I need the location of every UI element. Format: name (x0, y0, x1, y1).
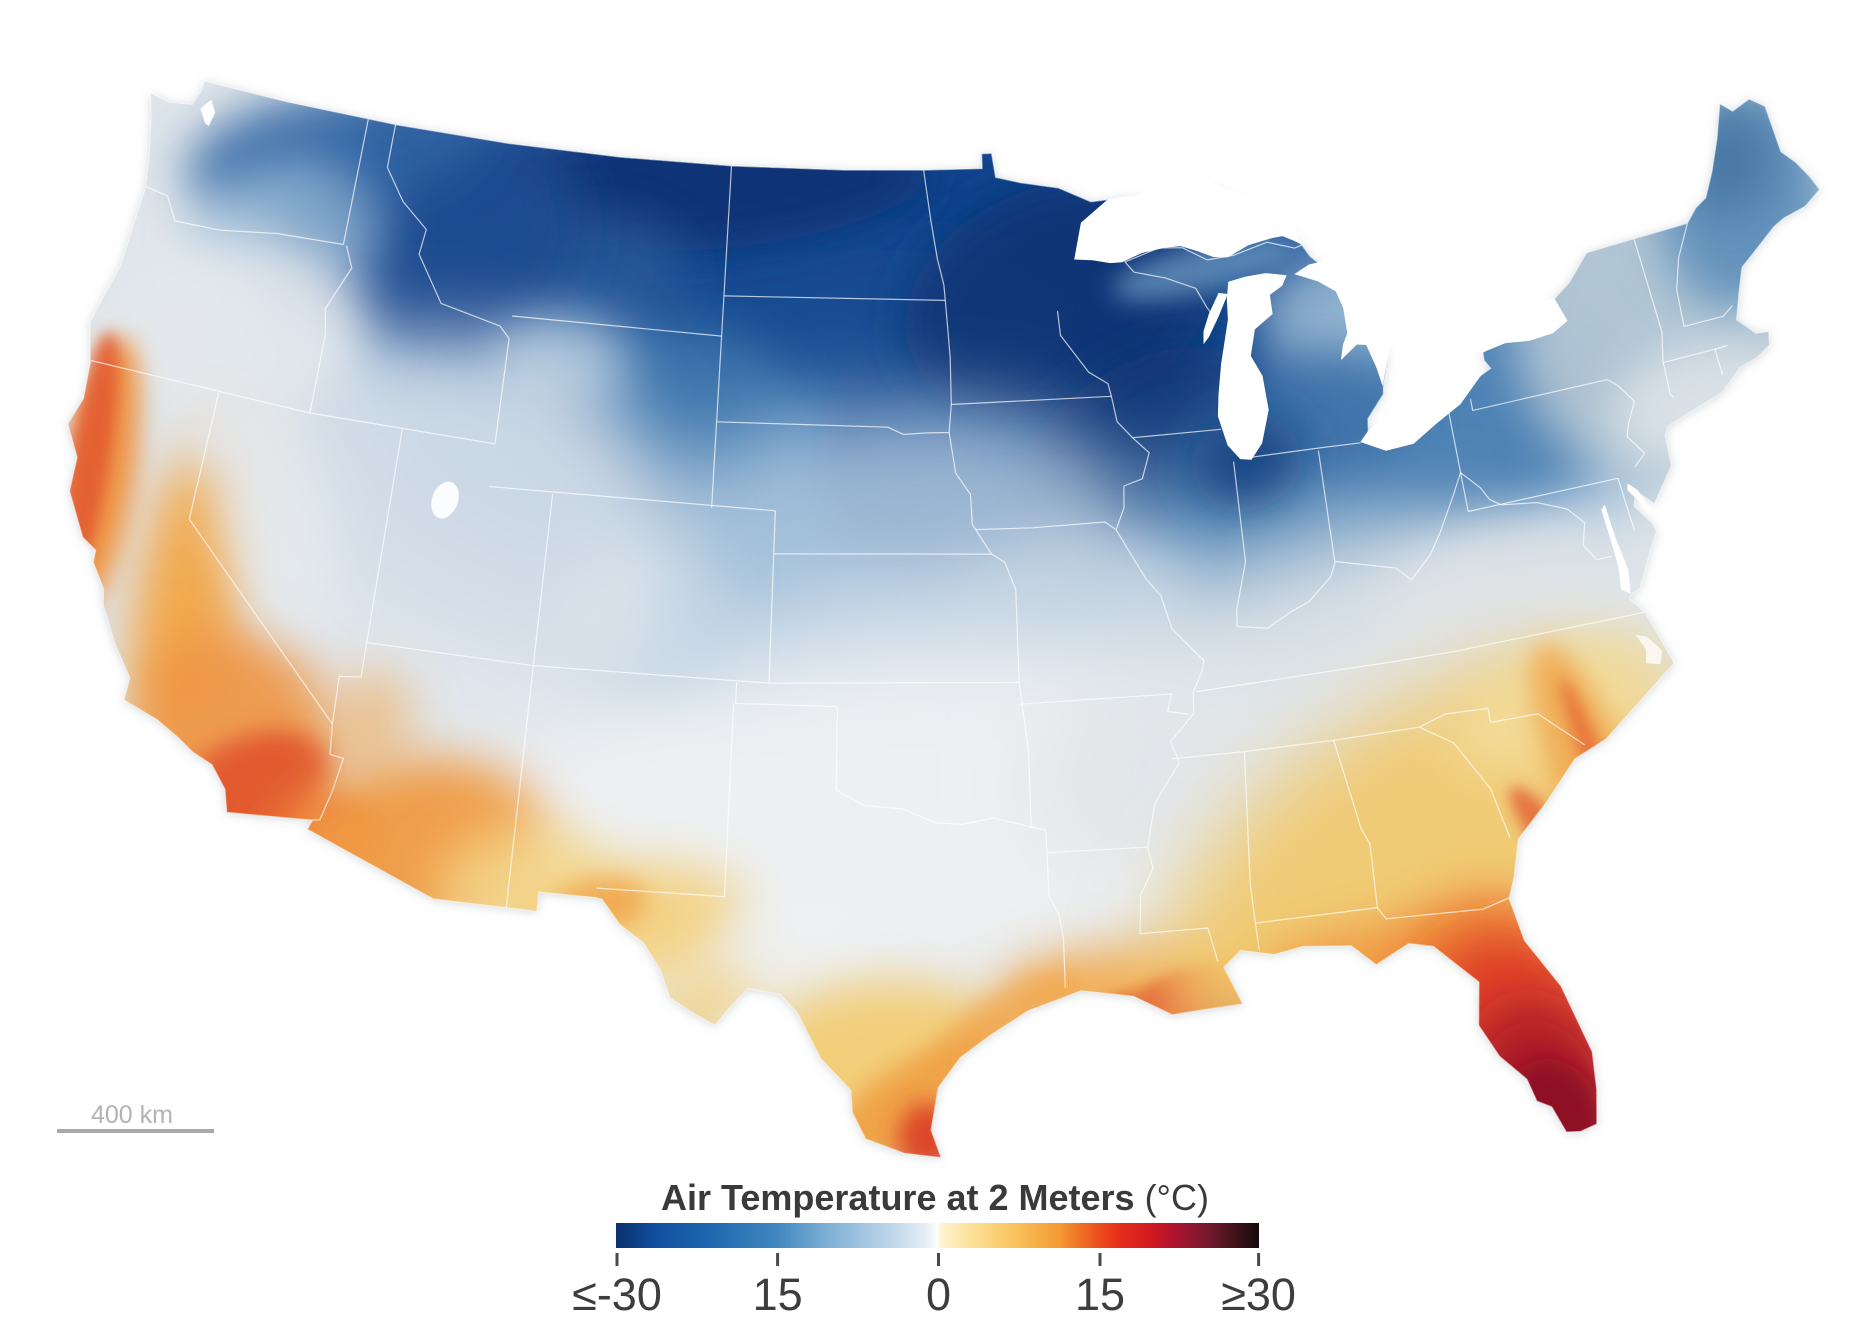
svg-text:Air Temperature at 2 Meters (°: Air Temperature at 2 Meters (°C) (661, 1177, 1209, 1218)
svg-text:400 km: 400 km (91, 1101, 173, 1129)
svg-text:15: 15 (1075, 1269, 1125, 1320)
svg-text:0: 0 (926, 1269, 951, 1320)
svg-text:≤-30: ≤-30 (572, 1269, 662, 1320)
svg-text:≥30: ≥30 (1221, 1269, 1296, 1320)
svg-text:15: 15 (753, 1269, 803, 1320)
